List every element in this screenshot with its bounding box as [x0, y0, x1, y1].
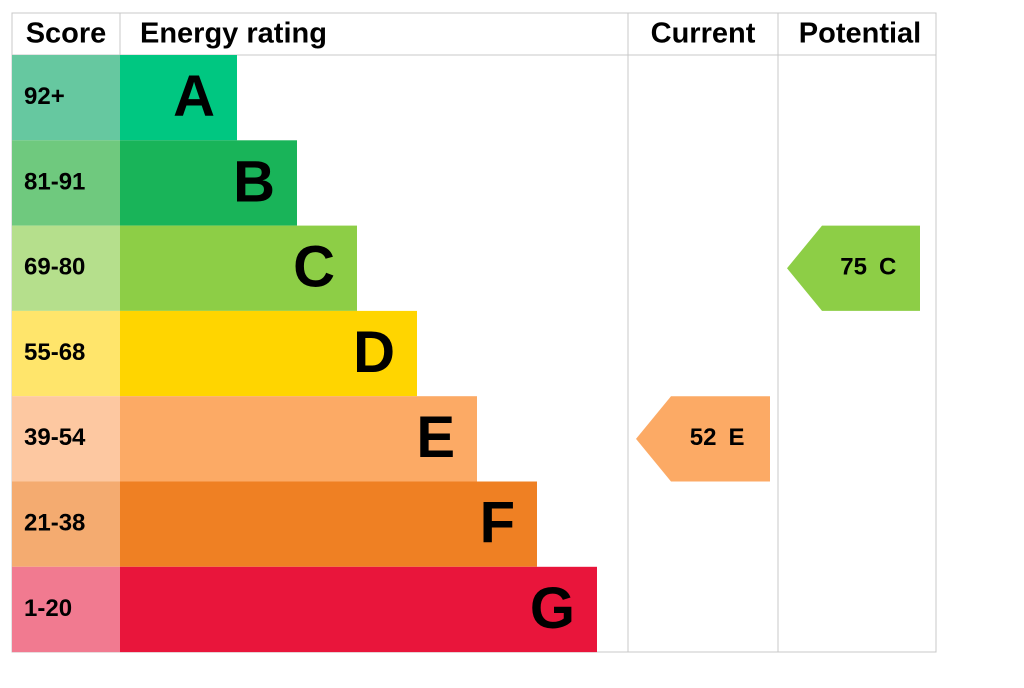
score-label: 81-91 — [24, 168, 85, 195]
rating-bar — [120, 55, 237, 141]
score-cell — [12, 396, 120, 482]
header-current: Current — [651, 18, 756, 50]
score-cell — [12, 481, 120, 567]
score-cell — [12, 566, 120, 653]
header-score: Score — [26, 18, 107, 50]
score-label: 92+ — [24, 83, 65, 110]
potential-letter: C — [879, 254, 896, 281]
rating-bar — [120, 140, 297, 226]
rating-letter: G — [530, 576, 575, 641]
score-cell — [12, 140, 120, 226]
score-label: 21-38 — [24, 509, 85, 536]
current-value: 52 — [690, 424, 717, 451]
rating-letter: C — [293, 235, 335, 300]
score-cell — [12, 310, 120, 397]
score-label: 55-68 — [24, 339, 85, 366]
score-label: 39-54 — [24, 424, 86, 451]
rating-letter: F — [480, 490, 515, 555]
score-label: 69-80 — [24, 254, 85, 281]
rating-bar — [120, 481, 537, 567]
score-cell — [12, 55, 120, 141]
rating-bar — [120, 396, 477, 482]
score-label: 1-20 — [24, 595, 72, 622]
rating-letter: B — [233, 149, 275, 214]
rating-bar — [120, 225, 357, 311]
rating-letter: D — [353, 320, 395, 385]
current-letter: E — [729, 424, 745, 451]
potential-arrow — [787, 225, 920, 311]
rating-letter: A — [173, 64, 215, 129]
potential-value: 75 — [840, 254, 867, 281]
score-cell — [12, 225, 120, 311]
header-potential: Potential — [799, 18, 921, 50]
rating-letter: E — [416, 405, 455, 470]
rating-bar — [120, 566, 597, 653]
header-rating: Energy rating — [140, 18, 327, 50]
current-arrow — [636, 396, 770, 482]
rating-bar — [120, 310, 417, 397]
